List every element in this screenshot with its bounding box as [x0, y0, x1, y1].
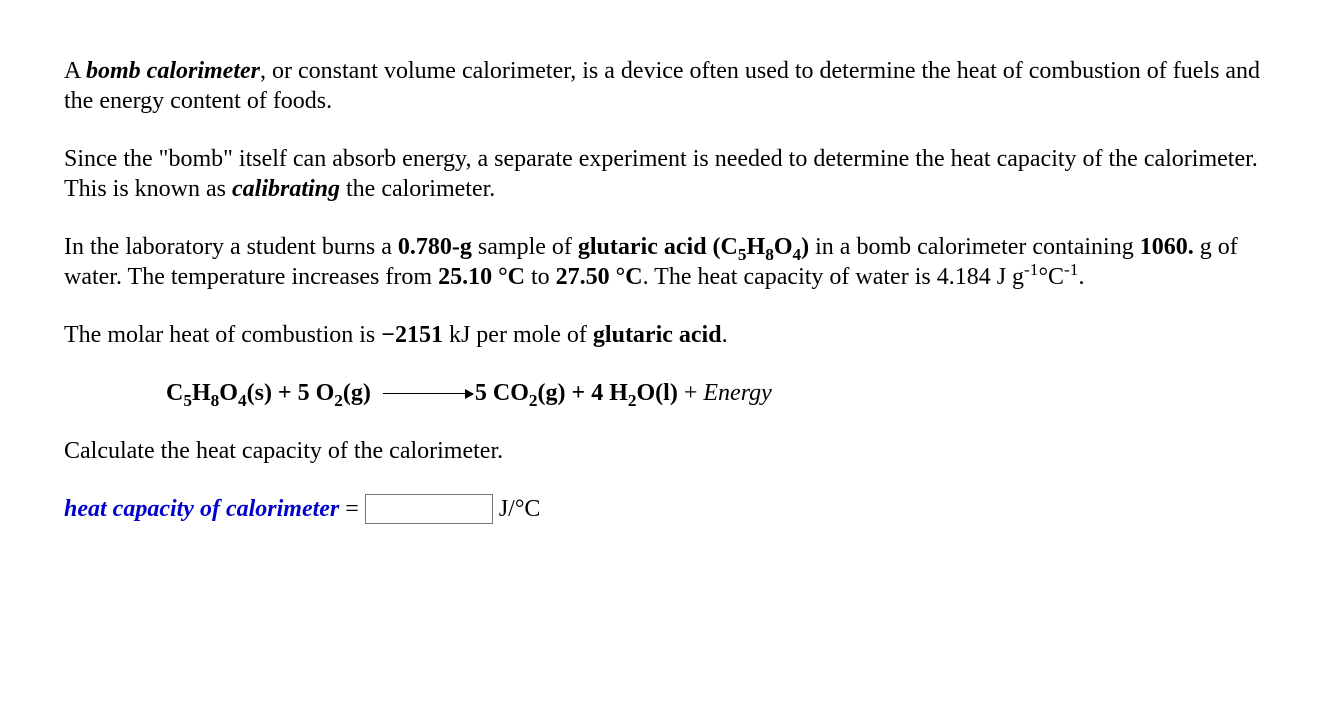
paragraph-experiment: In the laboratory a student burns a 0.78…	[64, 232, 1262, 292]
answer-row: heat capacity of calorimeter = J/°C	[64, 494, 1262, 524]
equation-products: 5 CO2(g) + 4 H2O(l)	[475, 380, 678, 406]
water-mass: 1060.	[1140, 234, 1194, 260]
problem-page: A bomb calorimeter, or constant volume c…	[0, 0, 1326, 564]
substance-name: glutaric acid	[593, 322, 722, 348]
sample-mass: 0.780-g	[398, 234, 472, 260]
exponent: -1	[1064, 260, 1078, 279]
answer-unit: J/°C	[499, 494, 541, 524]
heat-capacity-input[interactable]	[365, 494, 493, 524]
equation-reactants: C5H8O4(s) + 5 O2(g)	[166, 380, 371, 406]
term-calibrating: calibrating	[232, 176, 340, 202]
text: °C	[1038, 264, 1064, 290]
text: the calorimeter.	[340, 176, 495, 202]
text: in a bomb calorimeter containing	[809, 234, 1140, 260]
paragraph-question: Calculate the heat capacity of the calor…	[64, 436, 1262, 466]
text: .	[722, 322, 728, 348]
temp-from: 25.10 °C	[438, 264, 525, 290]
text: In the laboratory a student burns a	[64, 234, 398, 260]
text: to	[525, 264, 556, 290]
text: A	[64, 58, 86, 84]
paragraph-calibration: Since the "bomb" itself can absorb energ…	[64, 144, 1262, 204]
substance-name: glutaric acid (C5H8O4)	[578, 234, 809, 260]
text: sample of	[472, 234, 578, 260]
text: .	[1078, 264, 1084, 290]
energy-term: Energy	[703, 380, 771, 406]
text: kJ per mole of	[443, 322, 593, 348]
text: The molar heat of combustion is	[64, 322, 381, 348]
exponent: -1	[1024, 260, 1038, 279]
reaction-arrow-icon	[383, 393, 473, 395]
text: +	[678, 380, 704, 406]
paragraph-intro: A bomb calorimeter, or constant volume c…	[64, 56, 1262, 116]
paragraph-molar-heat: The molar heat of combustion is −2151 kJ…	[64, 320, 1262, 350]
answer-label: heat capacity of calorimeter	[64, 494, 339, 524]
molar-heat-value: −2151	[381, 322, 443, 348]
temp-to: 27.50 °C	[556, 264, 643, 290]
term-bomb-calorimeter: bomb calorimeter	[86, 58, 260, 84]
equals-sign: =	[345, 494, 359, 524]
text: . The heat capacity of water is 4.184 J …	[643, 264, 1024, 290]
chemical-equation: C5H8O4(s) + 5 O2(g) 5 CO2(g) + 4 H2O(l) …	[166, 378, 1262, 408]
